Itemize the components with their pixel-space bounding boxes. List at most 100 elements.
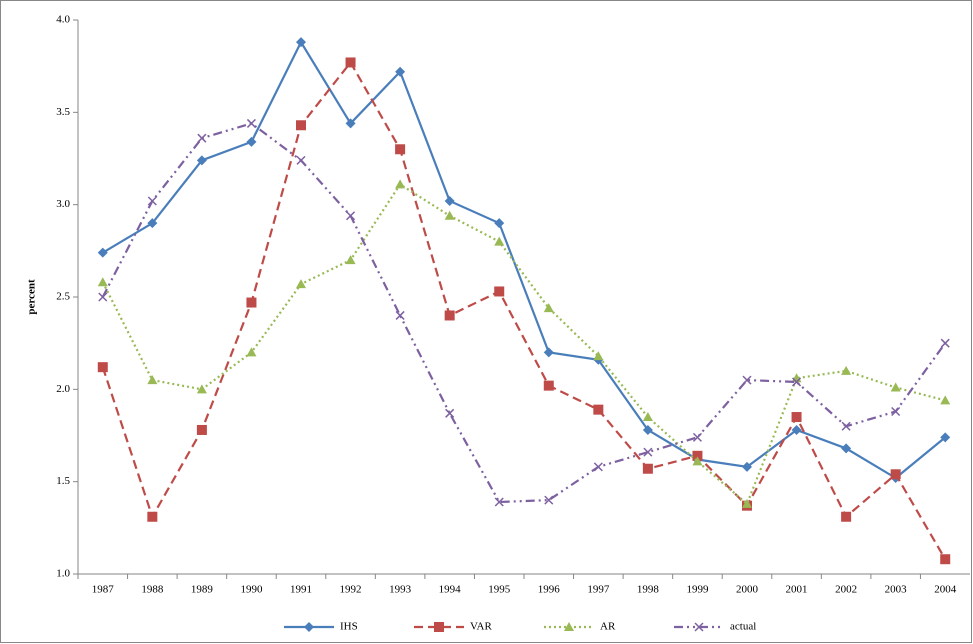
data-point [791, 412, 802, 423]
data-point [692, 432, 702, 442]
data-point [345, 118, 356, 129]
data-point [940, 395, 951, 405]
data-point [395, 66, 406, 77]
data-point [593, 462, 603, 472]
data-point [98, 292, 108, 302]
legend-marker [304, 622, 314, 632]
data-point [890, 382, 901, 392]
x-tick-label: 1988 [141, 584, 164, 596]
y-tick-label: 4.0 [56, 14, 70, 26]
data-point [444, 310, 455, 321]
x-tick-label: 1991 [290, 584, 312, 596]
legend-marker [434, 622, 444, 632]
data-point [742, 461, 752, 472]
y-tick-label: 3.0 [56, 198, 70, 210]
data-point [395, 179, 406, 189]
data-point [841, 421, 851, 431]
data-point [742, 375, 752, 385]
data-point [642, 424, 653, 435]
data-point [543, 347, 554, 358]
legend-label: IHS [340, 621, 358, 633]
x-tick-label: 2001 [786, 584, 808, 596]
x-tick-label: 2003 [885, 584, 908, 596]
y-axis-label: percent [26, 279, 38, 315]
x-tick-label: 1997 [587, 584, 610, 596]
x-tick-label: 2002 [835, 584, 857, 596]
data-point [642, 412, 653, 422]
data-point [494, 497, 504, 507]
legend-marker [564, 622, 574, 631]
data-point [841, 511, 852, 522]
data-point [246, 136, 257, 147]
data-point [346, 211, 356, 221]
data-point [147, 218, 158, 229]
legend-label: actual [730, 621, 756, 633]
data-point [593, 351, 604, 361]
data-point [890, 469, 901, 480]
data-point [543, 380, 554, 391]
data-point [196, 155, 207, 166]
data-point [147, 511, 158, 522]
x-tick-label: 1989 [191, 584, 214, 596]
data-point [643, 447, 653, 457]
data-point [147, 196, 157, 206]
series-line [101, 60, 947, 560]
data-point [97, 277, 108, 287]
data-point [692, 450, 703, 461]
data-point [593, 404, 604, 415]
x-tick-label: 1998 [637, 584, 660, 596]
data-point [940, 338, 950, 348]
series-line [101, 182, 946, 506]
data-point [791, 424, 802, 435]
series-line [102, 39, 946, 480]
y-tick-label: 2.5 [56, 291, 70, 303]
legend-marker [694, 622, 704, 632]
x-tick-label: 2000 [736, 584, 759, 596]
data-point [246, 347, 257, 357]
x-tick-label: 1990 [240, 584, 263, 596]
data-point [543, 303, 554, 313]
data-point [147, 375, 158, 385]
y-tick-label: 2.0 [56, 383, 70, 395]
data-point [246, 297, 257, 308]
data-point [395, 144, 406, 155]
x-tick-label: 1999 [686, 584, 709, 596]
data-point [345, 255, 356, 265]
legend-label: AR [600, 621, 616, 633]
x-tick-label: 1992 [340, 584, 362, 596]
data-point [246, 118, 256, 128]
y-tick-label: 1.0 [56, 568, 70, 580]
x-tick-label: 1994 [439, 584, 462, 596]
data-point [940, 554, 951, 565]
data-point [296, 155, 306, 165]
data-point [494, 218, 505, 229]
data-point [742, 498, 752, 508]
data-point [197, 133, 207, 143]
data-point [97, 362, 108, 373]
data-point [792, 377, 802, 387]
data-point [642, 463, 653, 474]
data-point [97, 247, 108, 258]
x-tick-label: 1987 [92, 584, 115, 596]
data-point [395, 310, 405, 320]
legend-label: VAR [470, 621, 492, 633]
data-point [494, 236, 505, 246]
data-point [345, 57, 356, 68]
data-point [544, 495, 554, 505]
x-tick-label: 1993 [389, 584, 412, 596]
data-point [296, 279, 306, 289]
series-line [101, 122, 947, 504]
data-point [444, 210, 455, 220]
data-point [444, 195, 455, 206]
y-tick-label: 1.5 [56, 475, 70, 487]
data-point [445, 408, 455, 418]
data-point [891, 406, 901, 417]
data-point [841, 443, 852, 454]
data-point [692, 456, 703, 466]
data-point [296, 120, 306, 131]
data-point [494, 286, 505, 297]
x-tick-label: 2004 [934, 584, 957, 596]
y-tick-label: 3.5 [56, 106, 70, 118]
